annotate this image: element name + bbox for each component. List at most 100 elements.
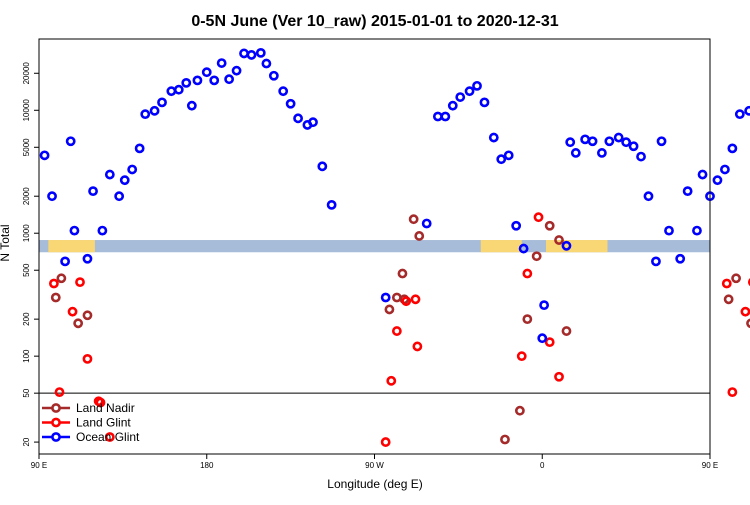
data-point <box>239 48 249 59</box>
data-point <box>114 191 125 202</box>
legend-marker <box>51 417 61 428</box>
data-point <box>464 86 475 97</box>
data-point <box>580 134 591 145</box>
data-point <box>447 100 458 111</box>
data-point <box>544 337 555 348</box>
data-point <box>95 397 106 408</box>
x-axis-label: Longitude (deg E) <box>327 477 422 491</box>
data-point <box>488 132 499 143</box>
data-point <box>410 294 421 305</box>
x-tick-label: 180 <box>200 461 214 470</box>
data-point <box>554 235 564 245</box>
data-point <box>432 111 443 122</box>
y-axis-label: N Total <box>0 224 12 261</box>
data-point <box>533 212 544 223</box>
data-point <box>47 191 57 202</box>
data-point <box>408 214 419 225</box>
data-point <box>60 256 70 267</box>
data-point <box>97 225 108 236</box>
data-point <box>628 141 639 152</box>
data-point <box>692 225 702 236</box>
data-point <box>734 109 745 120</box>
legend-marker <box>51 403 61 413</box>
data-point <box>561 326 572 336</box>
data-point <box>554 371 564 382</box>
data-point <box>740 306 750 317</box>
data-point <box>380 437 391 447</box>
data-point <box>386 375 397 386</box>
data-point <box>278 86 289 97</box>
data-point <box>544 220 555 231</box>
data-point <box>496 154 507 165</box>
data-point <box>721 278 732 289</box>
legend-label: Ocean Glint <box>76 430 140 444</box>
land-band-segment <box>480 240 522 253</box>
data-point <box>744 105 750 116</box>
y-tick-label: 2000 <box>22 187 31 205</box>
legend-marker <box>51 432 61 442</box>
series-ocean-glint <box>39 47 750 344</box>
data-point <box>412 341 423 352</box>
data-point <box>537 333 548 344</box>
data-point <box>82 253 93 264</box>
data-point <box>720 164 730 175</box>
data-point <box>49 278 59 289</box>
data-point <box>565 137 576 148</box>
data-point <box>268 70 279 81</box>
data-point <box>246 50 257 60</box>
x-tick-label: 90 W <box>365 461 384 470</box>
data-point <box>518 243 529 254</box>
data-point <box>613 132 624 143</box>
data-point <box>587 136 598 147</box>
data-point <box>67 306 78 317</box>
data-point <box>181 77 192 88</box>
data-point <box>500 434 510 445</box>
data-point <box>397 268 408 279</box>
y-tick-label: 20000 <box>22 62 31 85</box>
data-point <box>723 294 734 305</box>
data-point <box>140 109 151 120</box>
data-point <box>503 150 514 161</box>
data-point <box>166 86 177 97</box>
data-point <box>746 318 750 329</box>
data-point <box>479 97 490 108</box>
data-point <box>39 150 50 161</box>
land-band-segment <box>48 240 95 253</box>
data-point <box>293 113 303 124</box>
data-point <box>516 351 527 362</box>
data-point <box>380 292 391 303</box>
data-point <box>656 136 667 147</box>
data-point <box>636 151 646 162</box>
data-point <box>224 74 235 85</box>
data-point <box>56 273 67 284</box>
data-point <box>561 240 572 251</box>
data-point <box>186 100 197 111</box>
data-point <box>682 186 693 197</box>
data-point <box>54 387 65 398</box>
data-point <box>712 175 723 186</box>
data-point <box>421 218 432 229</box>
data-point <box>82 310 93 321</box>
y-tick-label: 100 <box>22 349 31 363</box>
data-point <box>621 137 632 148</box>
data-point <box>69 225 80 236</box>
data-point <box>747 278 750 287</box>
data-point <box>384 304 395 315</box>
data-point <box>104 432 115 442</box>
y-tick-label: 20 <box>22 437 31 446</box>
data-point <box>472 80 482 91</box>
y-tick-label: 200 <box>22 312 31 326</box>
data-point <box>149 105 160 116</box>
data-point <box>65 136 76 147</box>
data-point <box>255 47 266 58</box>
data-point <box>391 326 402 336</box>
data-point <box>50 292 61 303</box>
series-land-glint <box>49 212 750 447</box>
data-point <box>216 58 227 68</box>
y-tick-label: 1000 <box>22 224 31 242</box>
data-point <box>192 75 203 86</box>
data-point <box>231 65 242 76</box>
x-tick-label: 90 E <box>702 461 718 470</box>
